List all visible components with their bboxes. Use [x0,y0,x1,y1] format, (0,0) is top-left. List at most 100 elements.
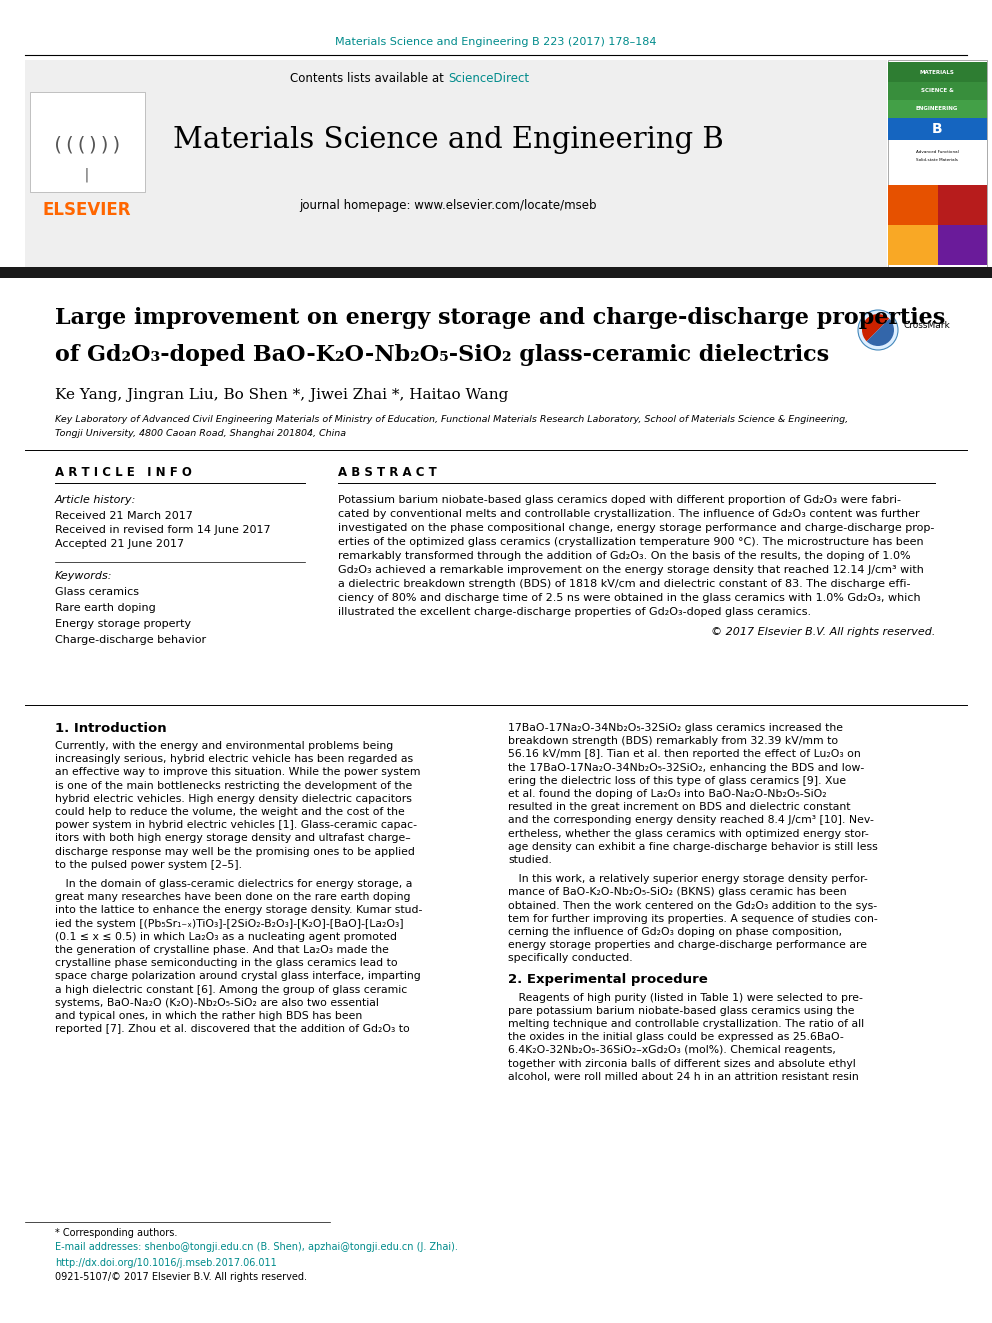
Text: increasingly serious, hybrid electric vehicle has been regarded as: increasingly serious, hybrid electric ve… [55,754,413,765]
Bar [888,225,938,265]
Text: into the lattice to enhance the energy storage density. Kumar stud-: into the lattice to enhance the energy s… [55,905,423,916]
Text: (0.1 ≤ x ≤ 0.5) in which La₂O₃ as a nucleating agent promoted: (0.1 ≤ x ≤ 0.5) in which La₂O₃ as a nucl… [55,931,397,942]
Text: Rare earth doping: Rare earth doping [55,603,156,613]
Text: ering the dielectric loss of this type of glass ceramics [9]. Xue: ering the dielectric loss of this type o… [508,775,846,786]
Text: power system in hybrid electric vehicles [1]. Glass-ceramic capac-: power system in hybrid electric vehicles… [55,820,417,831]
Text: Tongji University, 4800 Caoan Road, Shanghai 201804, China: Tongji University, 4800 Caoan Road, Shan… [55,430,346,438]
Bar [888,185,938,225]
Bar [888,60,987,270]
Text: Key Laboratory of Advanced Civil Engineering Materials of Ministry of Education,: Key Laboratory of Advanced Civil Enginee… [55,415,848,425]
Text: In this work, a relatively superior energy storage density perfor-: In this work, a relatively superior ener… [508,875,868,884]
Text: In the domain of glass-ceramic dielectrics for energy storage, a: In the domain of glass-ceramic dielectri… [55,878,413,889]
Text: B: B [931,122,942,136]
Text: Large improvement on energy storage and charge-discharge properties: Large improvement on energy storage and … [55,307,945,329]
Text: * Corresponding authors.: * Corresponding authors. [55,1228,178,1238]
Text: Materials Science and Engineering B 223 (2017) 178–184: Materials Science and Engineering B 223 … [335,37,657,48]
Bar [30,93,145,192]
Text: energy storage properties and charge-discharge performance are: energy storage properties and charge-dis… [508,941,867,950]
Text: mance of BaO-K₂O-Nb₂O₅-SiO₂ (BKNS) glass ceramic has been: mance of BaO-K₂O-Nb₂O₅-SiO₂ (BKNS) glass… [508,888,846,897]
Text: reported [7]. Zhou et al. discovered that the addition of Gd₂O₃ to: reported [7]. Zhou et al. discovered tha… [55,1024,410,1035]
Text: Advanced Functional: Advanced Functional [916,149,958,153]
Text: A B S T R A C T: A B S T R A C T [338,466,436,479]
Text: melting technique and controllable crystallization. The ratio of all: melting technique and controllable cryst… [508,1019,864,1029]
Text: systems, BaO-Na₂O (K₂O)-Nb₂O₅-SiO₂ are also two essential: systems, BaO-Na₂O (K₂O)-Nb₂O₅-SiO₂ are a… [55,998,379,1008]
Text: great many researches have been done on the rare earth doping: great many researches have been done on … [55,892,411,902]
Wedge shape [862,314,889,341]
Text: MATERIALS: MATERIALS [920,70,954,74]
Wedge shape [867,319,894,347]
Bar [0,267,992,278]
Text: alcohol, were roll milled about 24 h in an attrition resistant resin: alcohol, were roll milled about 24 h in … [508,1072,859,1082]
Text: ertheless, whether the glass ceramics with optimized energy stor-: ertheless, whether the glass ceramics wi… [508,828,869,839]
Text: investigated on the phase compositional change, energy storage performance and c: investigated on the phase compositional … [338,523,934,533]
Text: A R T I C L E   I N F O: A R T I C L E I N F O [55,466,191,479]
Text: Solid-state Materials: Solid-state Materials [916,157,958,161]
Text: Received in revised form 14 June 2017: Received in revised form 14 June 2017 [55,525,271,534]
Text: erties of the optimized glass ceramics (crystallization temperature 900 °C). The: erties of the optimized glass ceramics (… [338,537,924,546]
Text: specifically conducted.: specifically conducted. [508,954,633,963]
Bar [888,62,987,82]
Bar [938,225,987,265]
Text: 2. Experimental procedure: 2. Experimental procedure [508,974,707,986]
Text: Reagents of high purity (listed in Table 1) were selected to pre-: Reagents of high purity (listed in Table… [508,992,863,1003]
Text: studied.: studied. [508,855,552,865]
Text: cated by conventional melts and controllable crystallization. The influence of G: cated by conventional melts and controll… [338,509,920,519]
Text: ScienceDirect: ScienceDirect [448,71,529,85]
Text: 0921-5107/© 2017 Elsevier B.V. All rights reserved.: 0921-5107/© 2017 Elsevier B.V. All right… [55,1271,307,1282]
Text: Article history:: Article history: [55,495,136,505]
Text: 6.4K₂O-32Nb₂O₅-36SiO₂–xGd₂O₃ (mol%). Chemical reagents,: 6.4K₂O-32Nb₂O₅-36SiO₂–xGd₂O₃ (mol%). Che… [508,1045,836,1056]
Text: resulted in the great increment on BDS and dielectric constant: resulted in the great increment on BDS a… [508,802,850,812]
Text: and the corresponding energy density reached 8.4 J/cm³ [10]. Nev-: and the corresponding energy density rea… [508,815,874,826]
Text: Keywords:: Keywords: [55,572,112,581]
Text: cerning the influence of Gd₂O₃ doping on phase composition,: cerning the influence of Gd₂O₃ doping on… [508,927,842,937]
Text: could help to reduce the volume, the weight and the cost of the: could help to reduce the volume, the wei… [55,807,405,818]
Text: Materials Science and Engineering B: Materials Science and Engineering B [173,126,723,153]
Text: crystalline phase semiconducting in the glass ceramics lead to: crystalline phase semiconducting in the … [55,958,398,968]
Text: space charge polarization around crystal glass interface, imparting: space charge polarization around crystal… [55,971,421,982]
Bar [938,185,987,225]
Text: 1. Introduction: 1. Introduction [55,721,167,734]
Bar [888,118,987,140]
Text: Ke Yang, Jingran Liu, Bo Shen *, Jiwei Zhai *, Haitao Wang: Ke Yang, Jingran Liu, Bo Shen *, Jiwei Z… [55,388,508,402]
Text: Gd₂O₃ achieved a remarkable improvement on the energy storage density that reach: Gd₂O₃ achieved a remarkable improvement … [338,565,924,576]
Text: Potassium barium niobate-based glass ceramics doped with different proportion of: Potassium barium niobate-based glass cer… [338,495,901,505]
Text: and typical ones, in which the rather high BDS has been: and typical ones, in which the rather hi… [55,1011,362,1021]
Text: SCIENCE &: SCIENCE & [921,89,953,94]
Text: hybrid electric vehicles. High energy density dielectric capacitors: hybrid electric vehicles. High energy de… [55,794,412,804]
Text: © 2017 Elsevier B.V. All rights reserved.: © 2017 Elsevier B.V. All rights reserved… [710,627,935,636]
Text: Glass ceramics: Glass ceramics [55,587,139,597]
Text: age density can exhibit a fine charge-discharge behavior is still less: age density can exhibit a fine charge-di… [508,841,878,852]
Bar [888,101,987,118]
Text: et al. found the doping of La₂O₃ into BaO-Na₂O-Nb₂O₅-SiO₂: et al. found the doping of La₂O₃ into Ba… [508,789,826,799]
Text: together with zirconia balls of different sizes and absolute ethyl: together with zirconia balls of differen… [508,1058,856,1069]
Text: itors with both high energy storage density and ultrafast charge–: itors with both high energy storage dens… [55,833,411,843]
Text: illustrated the excellent charge-discharge properties of Gd₂O₃-doped glass ceram: illustrated the excellent charge-dischar… [338,607,811,617]
Text: ELSEVIER: ELSEVIER [43,201,131,220]
Text: 17BaO-17Na₂O-34Nb₂O₅-32SiO₂ glass ceramics increased the: 17BaO-17Na₂O-34Nb₂O₅-32SiO₂ glass cerami… [508,722,843,733]
Text: Energy storage property: Energy storage property [55,619,191,628]
Text: |: | [66,168,108,183]
Text: tem for further improving its properties. A sequence of studies con-: tem for further improving its properties… [508,914,878,923]
Text: Charge-discharge behavior: Charge-discharge behavior [55,635,206,646]
Text: of Gd₂O₃-doped BaO-K₂O-Nb₂O₅-SiO₂ glass-ceramic dielectrics: of Gd₂O₃-doped BaO-K₂O-Nb₂O₅-SiO₂ glass-… [55,344,829,366]
Text: discharge response may well be the promising ones to be applied: discharge response may well be the promi… [55,847,415,856]
Text: E-mail addresses: shenbo@tongji.edu.cn (B. Shen), apzhai@tongji.edu.cn (J. Zhai): E-mail addresses: shenbo@tongji.edu.cn (… [55,1242,458,1252]
Text: ciency of 80% and discharge time of 2.5 ns were obtained in the glass ceramics w: ciency of 80% and discharge time of 2.5 … [338,593,921,603]
Text: breakdown strength (BDS) remarkably from 32.39 kV/mm to: breakdown strength (BDS) remarkably from… [508,736,838,746]
Text: the oxides in the initial glass could be expressed as 25.6BaO-: the oxides in the initial glass could be… [508,1032,844,1043]
Text: Currently, with the energy and environmental problems being: Currently, with the energy and environme… [55,741,393,751]
Text: Received 21 March 2017: Received 21 March 2017 [55,511,192,521]
Text: ied the system [(Pb₅Sr₁₋ₓ)TiO₃]-[2SiO₂-B₂O₃]-[K₂O]-[BaO]-[La₂O₃]: ied the system [(Pb₅Sr₁₋ₓ)TiO₃]-[2SiO₂-B… [55,918,404,929]
Text: http://dx.doi.org/10.1016/j.mseb.2017.06.011: http://dx.doi.org/10.1016/j.mseb.2017.06… [55,1258,277,1267]
Text: is one of the main bottlenecks restricting the development of the: is one of the main bottlenecks restricti… [55,781,413,791]
Text: CrossMark: CrossMark [903,320,949,329]
Text: a dielectric breakdown strength (BDS) of 1818 kV/cm and dielectric constant of 8: a dielectric breakdown strength (BDS) of… [338,579,911,589]
Text: 56.16 kV/mm [8]. Tian et al. then reported the effect of Lu₂O₃ on: 56.16 kV/mm [8]. Tian et al. then report… [508,749,861,759]
Text: an effective way to improve this situation. While the power system: an effective way to improve this situati… [55,767,421,778]
Text: ENGINEERING: ENGINEERING [916,106,958,111]
Text: to the pulsed power system [2–5].: to the pulsed power system [2–5]. [55,860,242,869]
Bar [888,82,987,101]
Text: a high dielectric constant [6]. Among the group of glass ceramic: a high dielectric constant [6]. Among th… [55,984,408,995]
Circle shape [858,310,898,351]
Text: obtained. Then the work centered on the Gd₂O₃ addition to the sys-: obtained. Then the work centered on the … [508,901,877,910]
